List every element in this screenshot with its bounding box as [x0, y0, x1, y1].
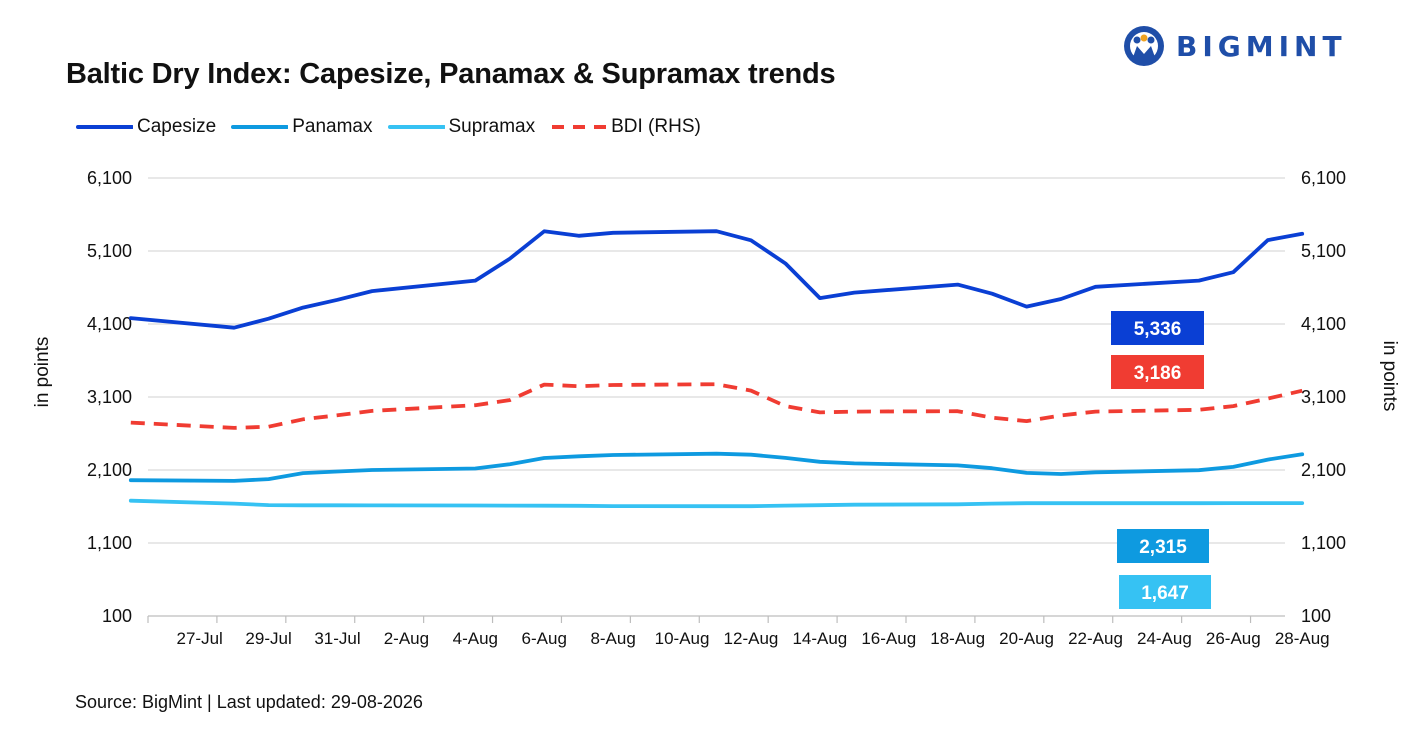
x-tick-label: 14-Aug	[792, 629, 847, 648]
end-label-box	[1111, 355, 1204, 389]
end-label-capesize: 5,336	[1111, 311, 1204, 345]
x-tick-label: 10-Aug	[655, 629, 710, 648]
x-tick-label: 16-Aug	[861, 629, 916, 648]
y-tick-label-left: 1,100	[87, 533, 132, 553]
y-tick-label-right: 2,100	[1301, 460, 1346, 480]
x-axis: 27-Jul 29-Jul 31-Jul 2-Aug 4-Aug 6-Aug 8-Aug 10…	[147, 616, 1330, 648]
x-tick-label: 24-Aug	[1137, 629, 1192, 648]
y-axis-right-title: in points	[1379, 341, 1400, 412]
bigmint-logo-icon	[1124, 26, 1164, 66]
end-label-bdi-rhs: 3,186	[1111, 355, 1204, 389]
gridlines	[148, 177, 1285, 617]
y-tick-label-left: 5,100	[87, 241, 132, 261]
series-line-bdi-rhs	[130, 382, 1303, 430]
y-axis-left: 6,100 5,100 4,100 3,100 2,100 1,100 100	[87, 168, 132, 626]
end-label-value: 2,315	[1139, 537, 1187, 558]
y-tick-label-left: 4,100	[87, 314, 132, 334]
logo-text: BIGMINT	[1176, 29, 1347, 63]
end-value-labels: 5,336 3,186 2,315 1,647	[1111, 311, 1211, 609]
end-label-supramax: 1,647	[1119, 575, 1211, 609]
x-tick-label: 12-Aug	[724, 629, 779, 648]
legend-item: Panamax	[230, 116, 373, 138]
series-lines	[128, 229, 1305, 509]
end-label-box	[1117, 529, 1209, 563]
legend-label: Panamax	[292, 116, 373, 137]
legend-item: Capesize	[75, 116, 216, 138]
x-tick-label: 18-Aug	[930, 629, 985, 648]
end-label-panamax: 2,315	[1117, 529, 1209, 563]
series-line-capesize	[128, 229, 1305, 330]
y-axis-left-title: in points	[32, 337, 53, 408]
y-tick-label-left: 6,100	[87, 168, 132, 188]
legend-swatch	[387, 125, 445, 129]
legend-label: Supramax	[448, 116, 536, 137]
end-label-value: 5,336	[1134, 319, 1182, 340]
series-line-panamax	[128, 451, 1305, 483]
legend-item: BDI (RHS)	[549, 116, 701, 138]
legend-swatch	[76, 125, 133, 129]
x-tick-label: 8-Aug	[590, 629, 635, 648]
y-tick-label-right: 100	[1301, 606, 1331, 626]
y-tick-label-right: 4,100	[1301, 314, 1346, 334]
y-tick-label-left: 100	[102, 606, 132, 626]
x-tick-label: 27-Jul	[177, 629, 223, 648]
series-line-supramax	[128, 498, 1305, 509]
x-tick-label: 29-Jul	[245, 629, 291, 648]
x-tick-label: 31-Jul	[314, 629, 360, 648]
end-label-value: 1,647	[1141, 583, 1189, 604]
legend-label: BDI (RHS)	[611, 116, 701, 137]
end-label-box	[1119, 575, 1211, 609]
y-tick-label-right: 5,100	[1301, 241, 1346, 261]
x-tick-label: 22-Aug	[1068, 629, 1123, 648]
y-tick-label-right: 6,100	[1301, 168, 1346, 188]
x-tick-label: 2-Aug	[384, 629, 429, 648]
x-tick-label: 6-Aug	[522, 629, 567, 648]
legend-label: Capesize	[137, 116, 217, 137]
legend-item: Supramax	[387, 116, 536, 138]
y-tick-label-right: 3,100	[1301, 387, 1346, 407]
source-note: Source: BigMint | Last updated: 29-08-20…	[75, 692, 423, 712]
legend-swatch	[231, 125, 289, 129]
y-tick-label-left: 2,100	[87, 460, 132, 480]
x-tick-label: 4-Aug	[453, 629, 498, 648]
end-label-value: 3,186	[1134, 363, 1182, 384]
y-tick-label-right: 1,100	[1301, 533, 1346, 553]
end-label-box	[1111, 311, 1204, 345]
x-tick-label: 26-Aug	[1206, 629, 1261, 648]
chart-title: Baltic Dry Index: Capesize, Panamax & Su…	[66, 58, 836, 90]
x-tick-label: 28-Aug	[1275, 629, 1330, 648]
y-axis-right: 6,100 5,100 4,100 3,100 2,100 1,100 100	[1301, 168, 1346, 626]
legend-swatch	[552, 125, 607, 129]
y-tick-label-left: 3,100	[87, 387, 132, 407]
legend: Capesize Panamax Supramax BDI (RHS)	[75, 116, 715, 138]
x-tick-label: 20-Aug	[999, 629, 1054, 648]
bigmint-logo: BIGMINT	[1122, 24, 1347, 68]
